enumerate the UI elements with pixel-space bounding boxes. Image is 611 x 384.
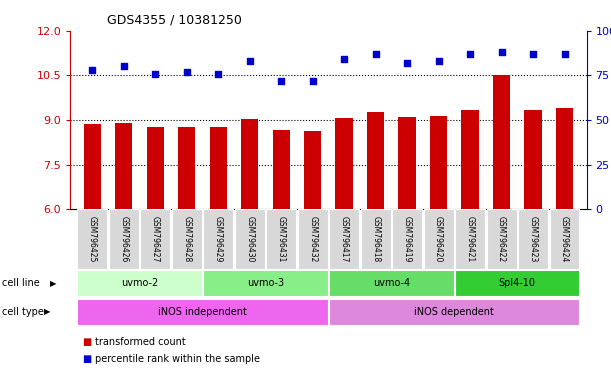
Text: Spl4-10: Spl4-10 [499, 278, 536, 288]
Text: GSM796420: GSM796420 [434, 216, 443, 262]
Text: ▶: ▶ [50, 279, 57, 288]
Text: ■: ■ [82, 337, 92, 347]
Point [528, 51, 538, 57]
Text: iNOS independent: iNOS independent [158, 307, 247, 317]
Text: cell line: cell line [2, 278, 40, 288]
Point [182, 69, 192, 75]
Text: GSM796417: GSM796417 [340, 216, 349, 262]
Bar [178, 127, 196, 209]
Text: GDS4355 / 10381250: GDS4355 / 10381250 [107, 13, 242, 26]
Text: ▶: ▶ [44, 308, 51, 316]
Text: GSM796421: GSM796421 [466, 216, 475, 262]
Bar [298, 209, 327, 269]
Text: GSM796432: GSM796432 [308, 216, 317, 262]
Text: uvmo-3: uvmo-3 [247, 278, 284, 288]
Text: percentile rank within the sample: percentile rank within the sample [95, 354, 260, 364]
Text: uvmo-4: uvmo-4 [373, 278, 410, 288]
Bar [329, 299, 579, 325]
Bar [210, 127, 227, 209]
Text: cell type: cell type [2, 307, 44, 317]
Bar [78, 299, 327, 325]
Point [339, 56, 349, 62]
Bar [172, 209, 202, 269]
Point [213, 71, 223, 77]
Text: GSM796422: GSM796422 [497, 216, 506, 262]
Text: GSM796431: GSM796431 [277, 216, 286, 262]
Bar [78, 270, 202, 296]
Point [119, 63, 129, 70]
Point [87, 67, 97, 73]
Bar [367, 112, 384, 209]
Bar [329, 270, 453, 296]
Text: transformed count: transformed count [95, 337, 186, 347]
Bar [455, 270, 579, 296]
Bar [461, 109, 479, 209]
Text: GSM796418: GSM796418 [371, 216, 380, 262]
Bar [241, 119, 258, 209]
Bar [115, 123, 133, 209]
Text: ■: ■ [82, 354, 92, 364]
Bar [493, 75, 510, 209]
Bar [423, 209, 453, 269]
Bar [329, 209, 359, 269]
Point [497, 49, 507, 55]
Bar [266, 209, 296, 269]
Bar [78, 209, 108, 269]
Text: GSM796427: GSM796427 [151, 216, 159, 262]
Point [434, 58, 444, 64]
Text: GSM796429: GSM796429 [214, 216, 223, 262]
Bar [109, 209, 139, 269]
Text: GSM796428: GSM796428 [182, 216, 191, 262]
Bar [235, 209, 265, 269]
Text: uvmo-2: uvmo-2 [121, 278, 158, 288]
Text: GSM796426: GSM796426 [119, 216, 128, 262]
Bar [455, 209, 485, 269]
Point [276, 78, 286, 84]
Bar [486, 209, 516, 269]
Bar [360, 209, 390, 269]
Text: GSM796425: GSM796425 [88, 216, 97, 262]
Bar [398, 117, 415, 209]
Bar [203, 270, 327, 296]
Bar [141, 209, 170, 269]
Point [150, 71, 160, 77]
Bar [392, 209, 422, 269]
Point [560, 51, 569, 57]
Bar [203, 209, 233, 269]
Bar [335, 118, 353, 209]
Text: iNOS dependent: iNOS dependent [414, 307, 494, 317]
Bar [430, 116, 447, 209]
Bar [556, 108, 573, 209]
Bar [273, 130, 290, 209]
Bar [549, 209, 579, 269]
Point [402, 60, 412, 66]
Bar [524, 109, 542, 209]
Text: GSM796423: GSM796423 [529, 216, 538, 262]
Bar [147, 127, 164, 209]
Text: GSM796430: GSM796430 [245, 216, 254, 262]
Point [371, 51, 381, 57]
Bar [304, 131, 321, 209]
Bar [84, 124, 101, 209]
Point [465, 51, 475, 57]
Text: GSM796419: GSM796419 [403, 216, 412, 262]
Text: GSM796424: GSM796424 [560, 216, 569, 262]
Bar [518, 209, 548, 269]
Point [245, 58, 255, 64]
Point [308, 78, 318, 84]
